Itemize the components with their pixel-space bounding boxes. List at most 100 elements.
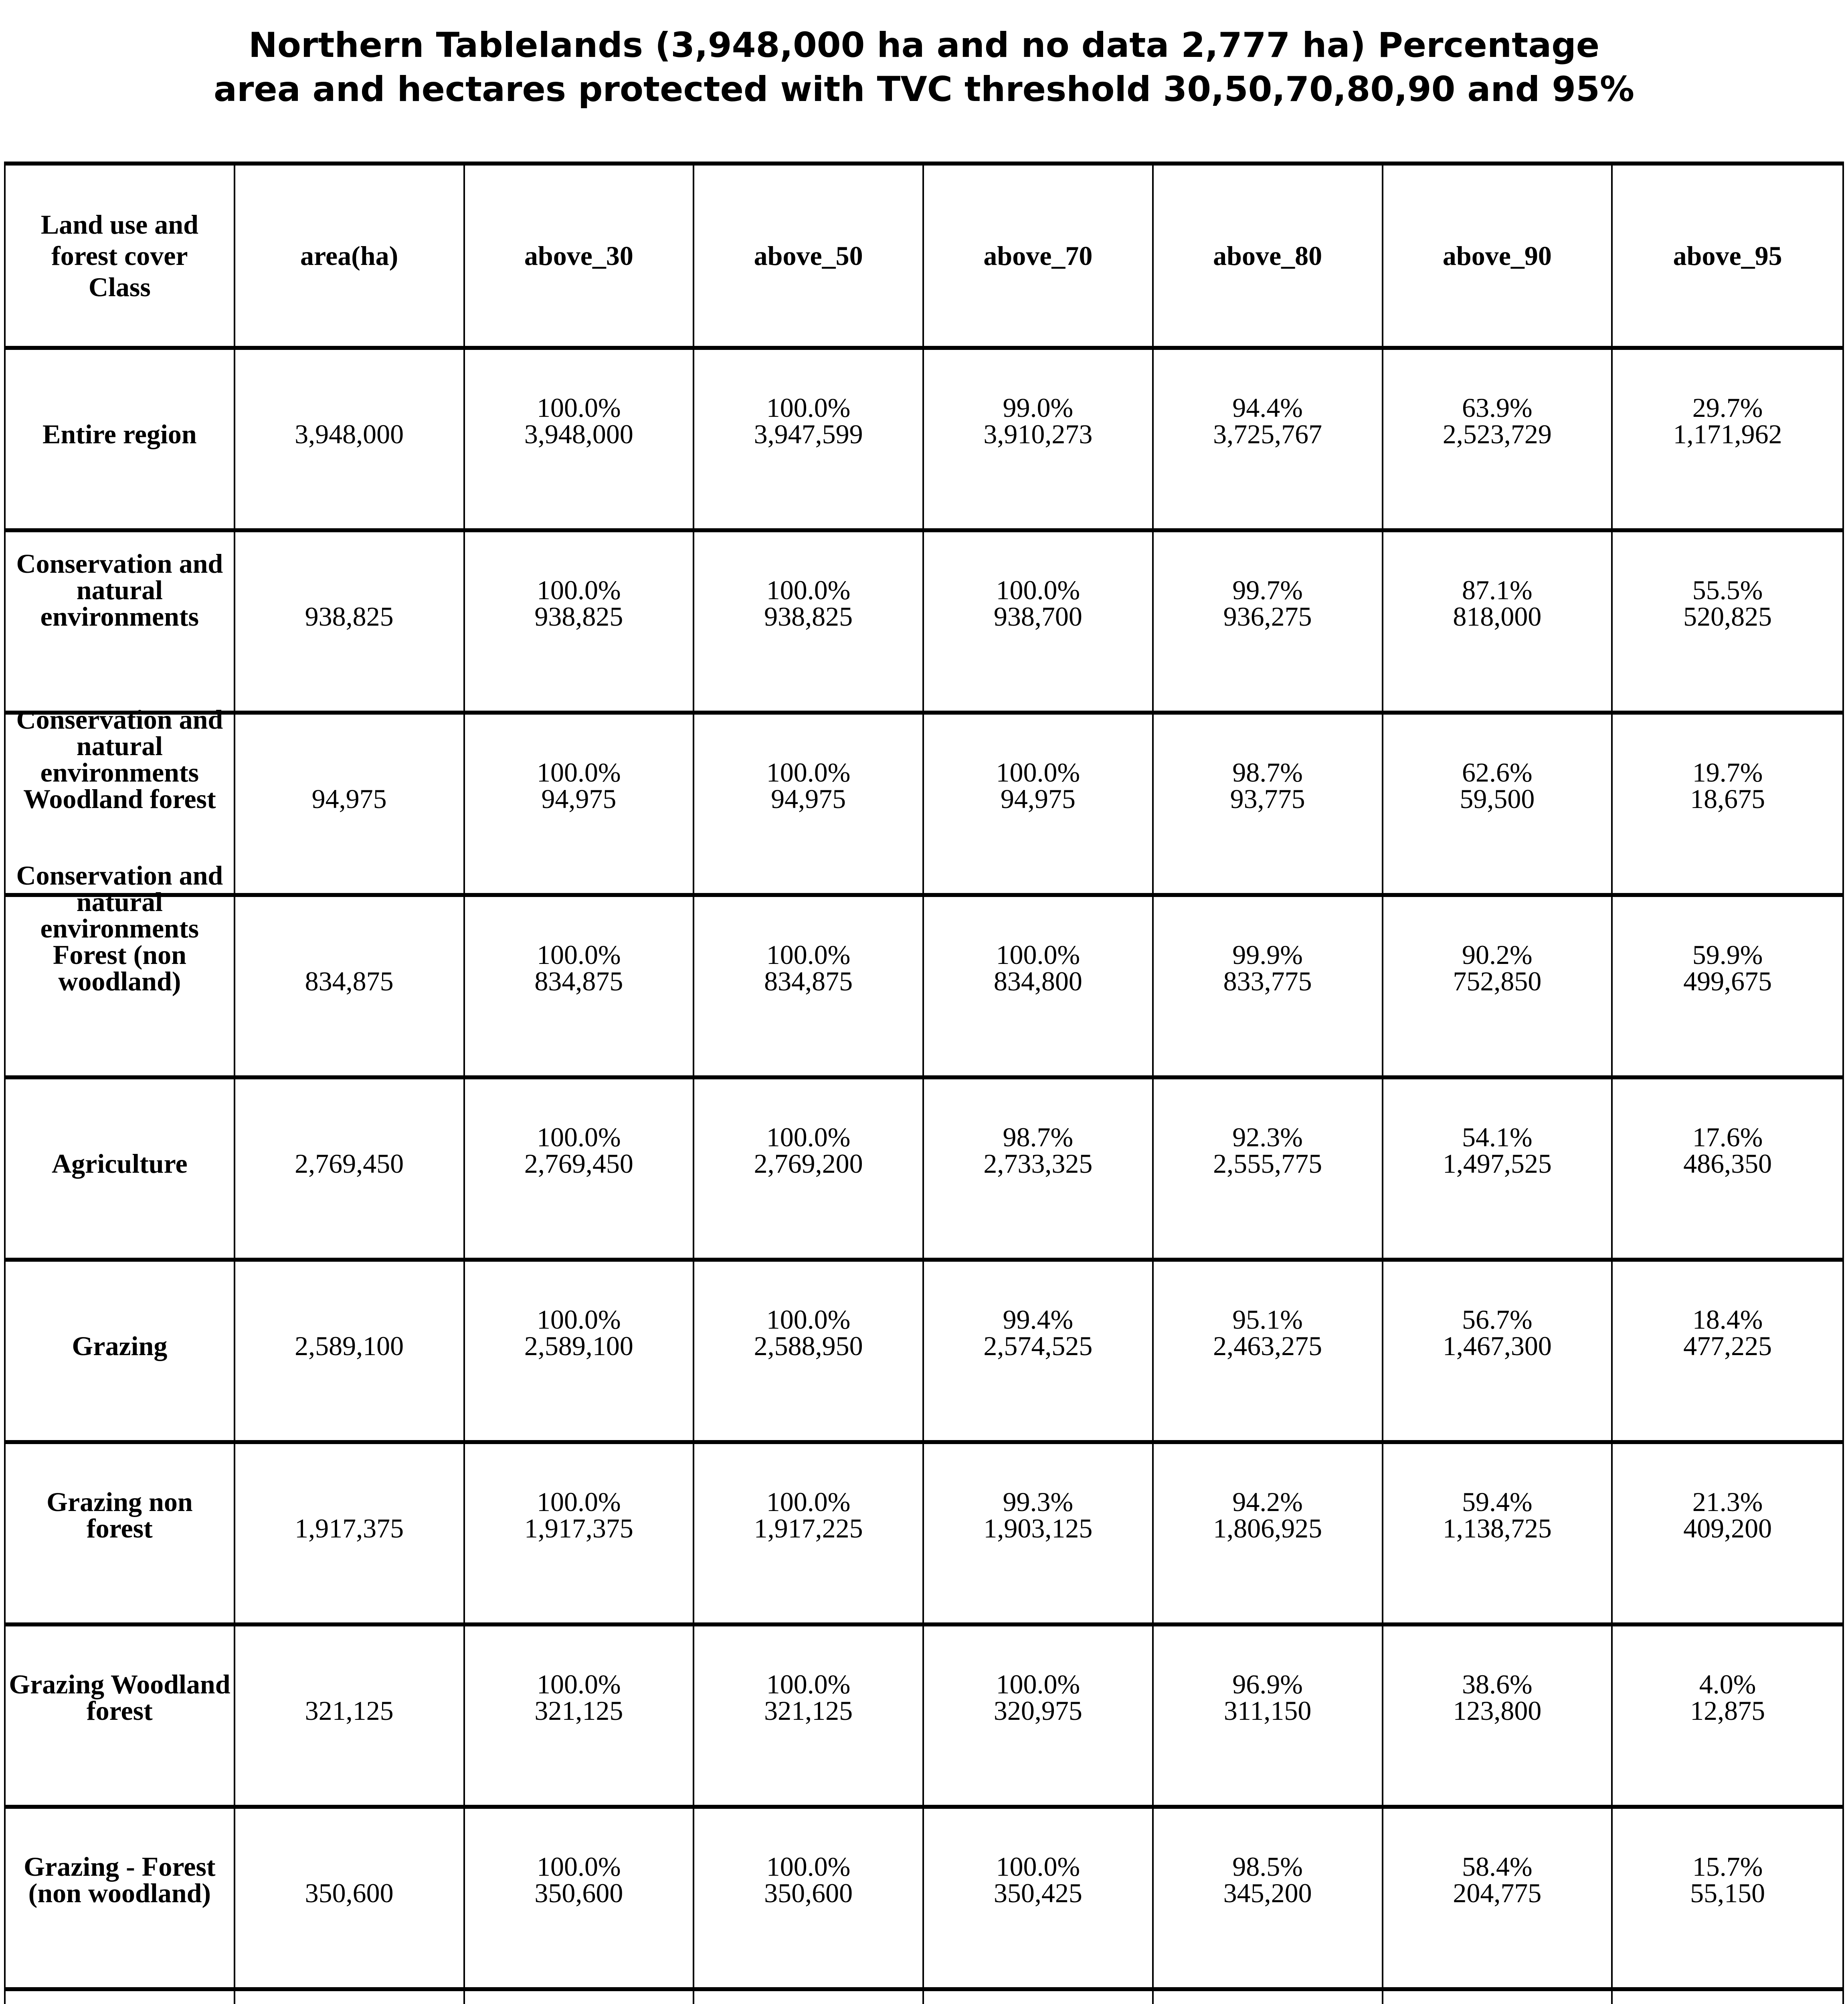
hectares-value: 2,769,450 [524,1148,633,1179]
hectares-value: 1,917,375 [524,1513,633,1543]
percent-value: 21.3% [1692,1486,1763,1517]
threshold-cell: 98.7% 2,733,325 [924,1079,1154,1258]
hectares-value: 2,523,729 [1442,418,1552,449]
threshold-cell: 100.0% 94,975 [694,715,924,893]
threshold-cell: 100.0% 2,769,450 [465,1079,695,1258]
page-title-line1: Northern Tablelands (3,948,000 ha and no… [248,25,1600,65]
table-row: Entire region 3,948,000 100.0% 3,948,000 100… [6,350,1842,532]
area-value: 938,825 [305,601,394,632]
threshold-cell: 100.0% 94,975 [924,715,1154,893]
hectares-value: 59,500 [1460,783,1535,814]
percent-value: 54.1% [1462,1121,1533,1152]
hectares-value: 409,200 [1683,1513,1772,1543]
percent-value: 94.4% [1232,392,1303,423]
hectares-value: 2,588,950 [754,1330,863,1361]
threshold-cell: 100.0% 938,825 [465,532,695,711]
hectares-value: 499,675 [1683,966,1772,996]
header-class: Land use and forest cover Class [6,166,235,346]
threshold-cell: 100.0%172,575 [694,1991,924,2004]
percent-value: 62.6% [1462,757,1533,788]
percent-value: 98.5% [1232,1851,1303,1882]
threshold-cell: 100.0% 350,425 [924,1809,1154,1987]
hectares-value: 834,875 [534,966,623,996]
threshold-cell: 54.1% 1,497,525 [1383,1079,1613,1258]
class-label-line: Grazing Woodland [9,1669,230,1699]
percent-value: 38.6% [1462,1669,1533,1699]
hectares-value: 1,917,225 [754,1513,863,1543]
hectares-value: 94,975 [1000,783,1076,814]
page-title: Northern Tablelands (3,948,000 ha and no… [0,23,1848,111]
class-cell: Grazing [6,1262,235,1440]
threshold-cell: 17.2%29,625 [1383,1991,1613,2004]
percent-value: 29.7% [1692,392,1763,423]
class-label-line: Conservation and [16,704,223,735]
percent-value: 99.4% [1003,1304,1074,1335]
area-cell: 94,975 [235,715,465,893]
class-label-line: forest [86,1513,153,1543]
area-cell: 172,625 [235,1991,465,2004]
percent-value: 100.0% [996,574,1080,605]
hectares-value: 1,806,925 [1213,1513,1322,1543]
class-cell: Entire region [6,350,235,528]
class-label-line: Grazing [72,1330,168,1361]
percent-value: 100.0% [537,1486,621,1517]
class-label-line: Grazing non [47,1486,193,1517]
threshold-cell: 100.0% 320,975 [924,1626,1154,1805]
hectares-value: 1,467,300 [1442,1330,1552,1361]
hectares-value: 3,948,000 [524,418,633,449]
percent-value: 100.0% [766,1121,851,1152]
hectares-value: 520,825 [1683,601,1772,632]
threshold-cell: 100.0% 834,875 [465,897,695,1075]
class-label-line: natural [76,574,163,605]
hectares-value: 321,125 [764,1695,853,1726]
percent-value: 99.7% [1232,574,1303,605]
threshold-cell: 18.4% 477,225 [1613,1262,1842,1440]
hectares-value: 93,775 [1230,783,1305,814]
threshold-cell: 99.3% 1,903,125 [924,1444,1154,1622]
threshold-cell: 52.0%89,700 [1154,1991,1383,2004]
threshold-cell: 5.2%8,900 [1613,1991,1842,2004]
hectares-value: 350,600 [534,1877,623,1908]
percent-value: 100.0% [537,1669,621,1699]
hectares-value: 345,200 [1223,1877,1312,1908]
class-label-line: (non woodland) [28,1877,211,1908]
hectares-value: 938,825 [534,601,623,632]
hectares-value: 320,975 [993,1695,1082,1726]
table-header-row: Land use and forest cover Class area(ha)… [6,166,1842,350]
threshold-cell: 90.2% 752,850 [1383,897,1613,1075]
header-above-80: above_80 [1154,166,1383,346]
table-row: Conservation and natural environments Woodl… [6,706,1842,897]
percent-value: 94.2% [1232,1486,1303,1517]
threshold-cell: 99.7% 936,275 [1154,532,1383,711]
class-cell: Agriculture [6,1079,235,1258]
threshold-cell: 29.7% 1,171,962 [1613,350,1842,528]
hectares-value: 3,947,599 [754,418,863,449]
hectares-value: 311,150 [1223,1695,1312,1726]
class-label-line: natural [76,886,163,917]
hectares-value: 938,825 [764,601,853,632]
percent-value: 100.0% [537,392,621,423]
percent-value: 100.0% [766,757,851,788]
class-label-line: environments [40,913,199,943]
header-area: area(ha) [235,166,465,346]
threshold-cell: 100.0% 834,875 [694,897,924,1075]
hectares-value: 12,875 [1690,1695,1765,1726]
threshold-cell: 15.7% 55,150 [1613,1809,1842,1987]
hectares-value: 833,775 [1223,966,1312,996]
hectares-value: 2,463,275 [1213,1330,1322,1361]
threshold-cell: 55.5% 520,825 [1613,532,1842,711]
table-body: Entire region 3,948,000 100.0% 3,948,000 100… [6,350,1842,2004]
class-label-line: Entire region [42,418,197,449]
class-label-line: forest [86,1695,153,1726]
class-label-line: Woodland forest [23,783,216,814]
threshold-cell: 100.0% 94,975 [465,715,695,893]
threshold-cell: 96.9% 311,150 [1154,1626,1383,1805]
percent-value: 99.9% [1232,939,1303,970]
threshold-cell: 100.0% 2,769,200 [694,1079,924,1258]
percent-value: 15.7% [1692,1851,1763,1882]
hectares-value: 477,225 [1683,1330,1772,1361]
area-value: 94,975 [311,783,387,814]
area-cell: 938,825 [235,532,465,711]
threshold-cell: 56.7% 1,467,300 [1383,1262,1613,1440]
percent-value: 4.0% [1699,1669,1756,1699]
